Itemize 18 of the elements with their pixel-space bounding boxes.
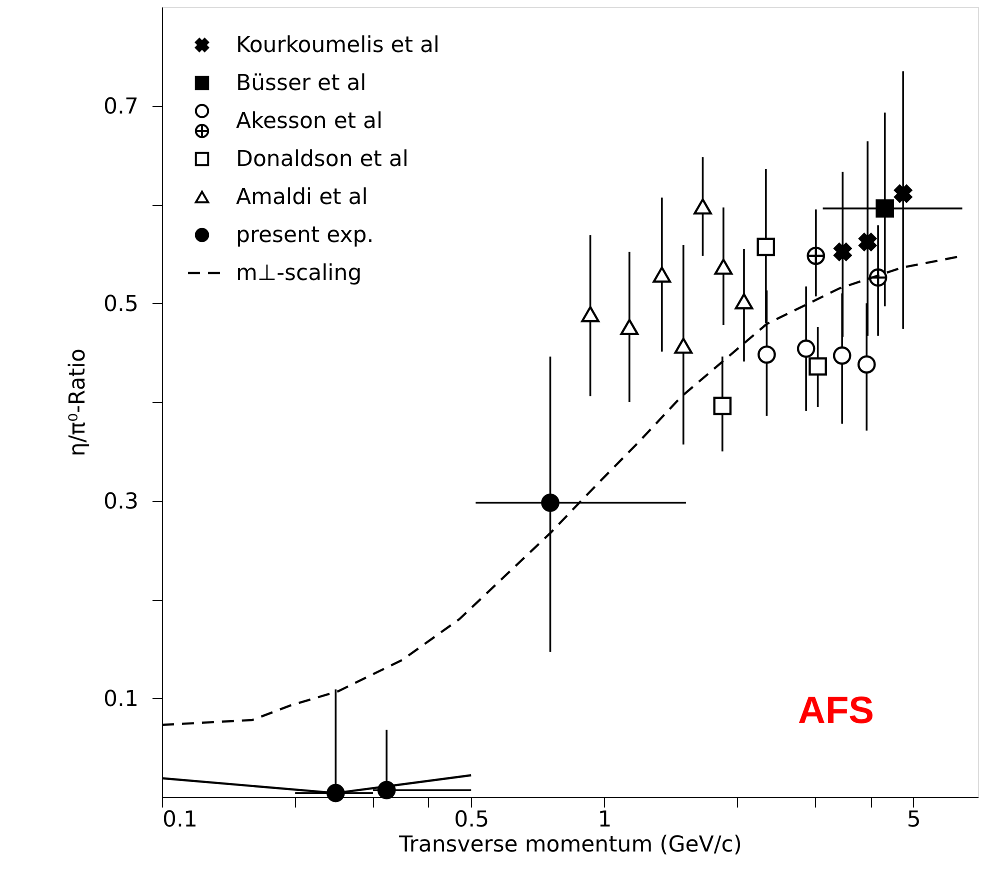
- legend-label: Büsser et al: [236, 71, 366, 96]
- legend-label: Amaldi et al: [236, 185, 368, 210]
- y-tick-label: 0.7: [104, 94, 138, 120]
- x-tick-label: 0.1: [162, 808, 198, 832]
- x-tick-label: 1: [598, 808, 612, 832]
- legend-label: m⊥-scaling: [236, 261, 362, 286]
- legend-label: Kourkoumelis et al: [236, 33, 440, 58]
- x-axis-title: Transverse momentum (GeV/c): [398, 832, 742, 858]
- y-tick-label: 0.5: [104, 292, 138, 317]
- x-tick-label: 5: [906, 808, 921, 832]
- legend-label: Donaldson et al: [236, 147, 409, 172]
- legend-label: Akesson et al: [236, 109, 383, 134]
- y-tick-label: 0.3: [104, 489, 138, 514]
- legend-label: present exp.: [236, 223, 374, 248]
- y-tick-label: 0.1: [104, 686, 138, 712]
- x-tick-label: 0.5: [454, 808, 490, 832]
- annotation: AFS: [798, 690, 874, 732]
- y-axis-title: η/π⁰-Ratio: [66, 348, 91, 456]
